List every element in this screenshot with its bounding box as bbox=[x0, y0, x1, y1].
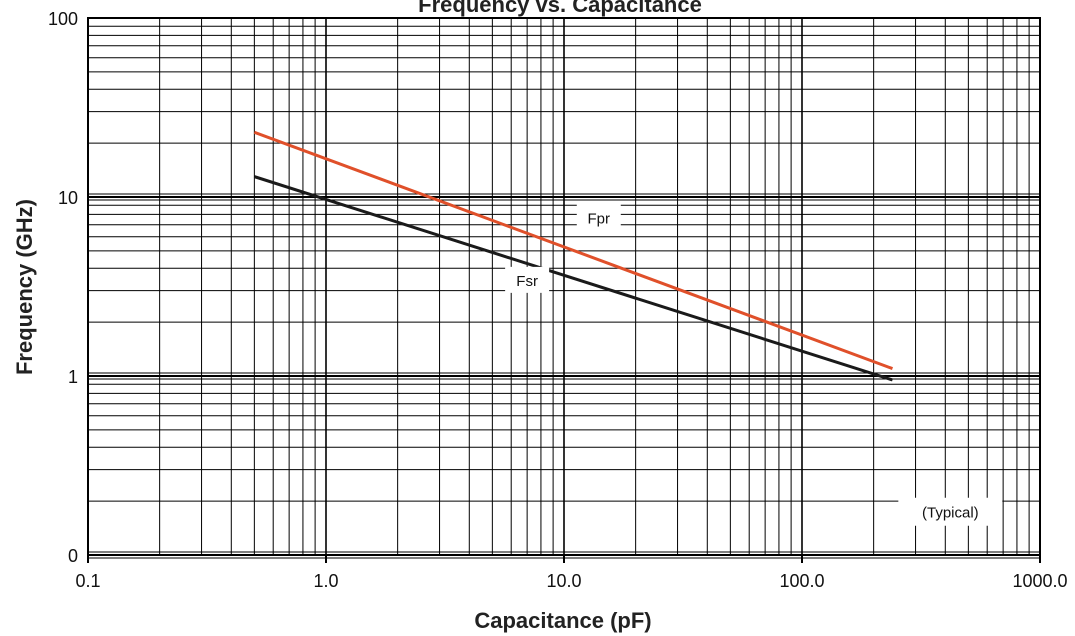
note-annotation: (Typical) bbox=[898, 497, 1003, 526]
x-tick-label: 100.0 bbox=[779, 571, 824, 591]
grid bbox=[87, 18, 1041, 563]
x-tick-label: 0.1 bbox=[75, 571, 100, 591]
y-tick-label: 100 bbox=[48, 9, 78, 29]
series-label-bg bbox=[505, 266, 550, 293]
y-tick-label: 1 bbox=[68, 367, 78, 387]
x-tick-label: 10.0 bbox=[546, 571, 581, 591]
chart-title: Frequency vs. Capacitance bbox=[418, 0, 702, 17]
y-axis-title: Frequency (GHz) bbox=[12, 199, 37, 375]
x-tick-label: 1000.0 bbox=[1012, 571, 1067, 591]
note-text: (Typical) bbox=[922, 505, 979, 522]
x-tick-label: 1.0 bbox=[313, 571, 338, 591]
series-line-fpr bbox=[253, 130, 894, 370]
series-labels: Fpr Fsr bbox=[505, 204, 621, 293]
series-line-fsr bbox=[253, 175, 893, 382]
y-tick-labels: 0 1 10 100 bbox=[48, 9, 78, 566]
series-label-bg bbox=[576, 204, 621, 231]
plot-frame bbox=[87, 17, 1041, 556]
y-tick-label: 0 bbox=[68, 546, 78, 566]
series-label-fsr: Fsr bbox=[516, 273, 538, 290]
y-tick-label: 10 bbox=[58, 188, 78, 208]
series-label-fpr: Fpr bbox=[588, 210, 611, 227]
x-tick-labels: 0.1 1.0 10.0 100.0 1000.0 bbox=[75, 571, 1067, 591]
x-axis-title: Capacitance (pF) bbox=[474, 608, 651, 633]
series-lines bbox=[253, 130, 894, 382]
